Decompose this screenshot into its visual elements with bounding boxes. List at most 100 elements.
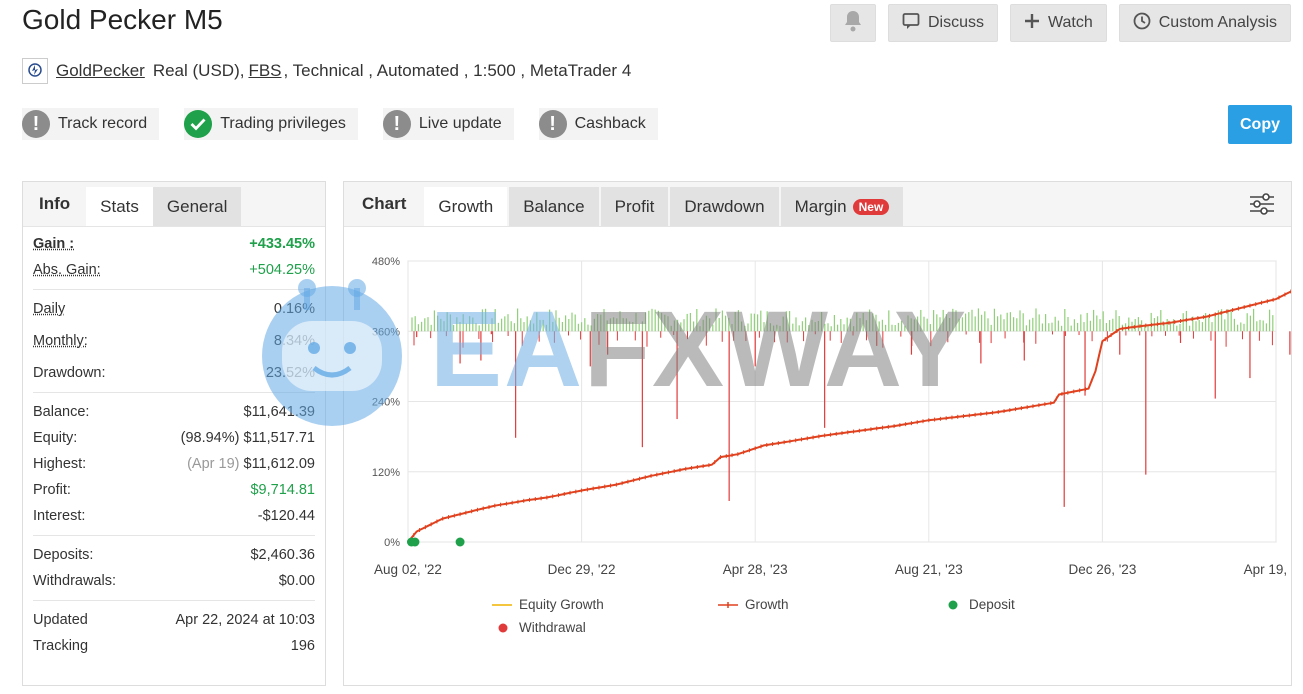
stat-highest: Highest: (Apr 19) $11,612.09 — [33, 451, 315, 477]
sliders-icon[interactable] — [1249, 192, 1275, 221]
legend-label: Deposit — [969, 597, 1015, 612]
broker-link[interactable]: FBS — [248, 61, 282, 80]
y-tick-label: 0% — [384, 537, 400, 549]
tab-stats[interactable]: Stats — [86, 187, 153, 226]
watch-button[interactable]: Watch — [1009, 4, 1107, 42]
stat-drawdown: Drawdown: 23.52% — [33, 360, 315, 386]
stat-label[interactable]: Monthly: — [33, 333, 88, 349]
copy-button[interactable]: Copy — [1228, 105, 1292, 144]
stat-value: +504.25% — [249, 262, 315, 278]
stat-value: 23.52% — [265, 365, 315, 381]
divider — [33, 392, 315, 393]
stat-value: 8.34% — [273, 333, 315, 349]
legend-label: Equity Growth — [519, 597, 604, 612]
custom-analysis-label: Custom Analysis — [1158, 14, 1277, 31]
custom-analysis-button[interactable]: Custom Analysis — [1118, 4, 1291, 42]
stat-abs-gain: Abs. Gain: +504.25% — [33, 257, 315, 283]
x-tick-label: Dec 29, '22 — [548, 562, 616, 577]
growth-line — [407, 290, 1291, 543]
bell-icon — [843, 10, 863, 37]
tab-drawdown[interactable]: Drawdown — [670, 187, 779, 226]
deposit-point — [410, 537, 420, 547]
x-tick-label: Apr 19, '24 — [1244, 562, 1291, 577]
stat-value: $9,714.81 — [250, 482, 315, 498]
badge-trading-privileges[interactable]: Trading privileges — [184, 108, 358, 140]
discuss-button[interactable]: Discuss — [887, 4, 998, 42]
tab-profit[interactable]: Profit — [600, 187, 669, 226]
stat-label: Updated — [33, 612, 88, 628]
stat-label: Highest: — [33, 456, 87, 472]
account-type: Real (USD), — [152, 61, 245, 80]
warning-icon: ! — [382, 110, 411, 138]
y-tick-label: 120% — [372, 467, 400, 479]
stat-label: Profit: — [33, 482, 71, 498]
stat-label: Interest: — [33, 508, 86, 524]
stat-equity: Equity: (98.94%) $11,517.71 — [33, 425, 315, 451]
stat-withdrawals: Withdrawals: $0.00 — [33, 568, 315, 594]
divider — [33, 535, 315, 536]
tab-margin[interactable]: Margin New — [780, 187, 904, 226]
stat-value: Apr 22, 2024 at 10:03 — [175, 612, 315, 628]
x-tick-label: Aug 21, '23 — [895, 562, 963, 577]
stat-label: Equity: — [33, 430, 78, 446]
chart-legend: Equity Growth Growth Deposit Withdrawal — [492, 597, 1015, 635]
tab-balance[interactable]: Balance — [509, 187, 599, 226]
stat-value: 196 — [290, 638, 315, 654]
legend-symbol — [498, 623, 508, 633]
stat-balance: Balance: $11,641.39 — [33, 399, 315, 425]
stat-updated: Updated Apr 22, 2024 at 10:03 — [33, 607, 315, 633]
badge-label: Track record — [58, 115, 148, 132]
x-tick-label: Apr 28, '23 — [723, 562, 788, 577]
badge-live-update[interactable]: ! Live update — [382, 108, 514, 140]
tab-general[interactable]: General — [152, 187, 242, 226]
check-icon — [184, 110, 213, 138]
warning-icon: ! — [22, 110, 50, 138]
stat-label: Deposits: — [33, 547, 94, 563]
stat-daily: Daily 0.16% — [33, 296, 315, 322]
stat-label: Drawdown: — [33, 365, 106, 381]
tab-info[interactable]: Info — [39, 194, 71, 213]
plus-icon — [1024, 13, 1040, 34]
stats-list: Gain : +433.45% Abs. Gain: +504.25% Dail… — [23, 231, 325, 659]
stat-label[interactable]: Abs. Gain: — [33, 262, 101, 278]
discuss-label: Discuss — [927, 14, 984, 31]
watch-label: Watch — [1047, 14, 1093, 31]
x-tick-label: Aug 02, '22 — [374, 562, 442, 577]
stat-label: Tracking — [33, 638, 89, 654]
tab-margin-label: Margin — [794, 196, 847, 216]
badge-cashback[interactable]: ! Cashback — [538, 108, 658, 140]
tab-chart[interactable]: Chart — [362, 194, 407, 213]
stat-value: -$120.44 — [257, 508, 315, 524]
notification-button[interactable] — [829, 4, 876, 42]
y-tick-label: 240% — [372, 397, 400, 409]
owner-link[interactable]: GoldPecker — [56, 61, 145, 80]
chart-tabs: Chart Growth Balance Profit Drawdown Mar… — [344, 182, 1291, 227]
stat-value: $11,517.71 — [243, 430, 316, 446]
badge-label: Cashback — [574, 115, 646, 132]
owner-logo-icon — [22, 58, 48, 84]
equity-percent: (98.94%) — [180, 430, 240, 446]
page-title: Gold Pecker M5 — [22, 4, 223, 35]
stat-label: Balance: — [33, 404, 90, 420]
stat-label[interactable]: Daily — [33, 301, 66, 317]
status-badges: ! Track record Trading privileges ! Live… — [22, 108, 658, 140]
deposit-point — [455, 537, 465, 547]
stat-value: 0.16% — [273, 301, 315, 317]
stat-value: $2,460.36 — [250, 547, 315, 563]
stat-profit: Profit: $9,714.81 — [33, 477, 315, 503]
chart-lines — [406, 289, 1291, 547]
divider — [33, 600, 315, 601]
stats-tabs: Info Stats General — [23, 182, 325, 227]
stats-panel: Info Stats General Gain : +433.45% Abs. … — [22, 181, 326, 686]
stat-tracking: Tracking 196 — [33, 633, 315, 659]
badge-label: Live update — [418, 115, 502, 132]
stat-label[interactable]: Gain : — [33, 236, 75, 252]
tab-growth[interactable]: Growth — [424, 187, 508, 226]
warning-icon: ! — [538, 110, 567, 138]
x-tick-label: Dec 26, '23 — [1068, 562, 1136, 577]
badge-track-record[interactable]: ! Track record — [22, 108, 160, 140]
stat-gain: Gain : +433.45% — [33, 231, 315, 257]
clock-icon — [1133, 12, 1151, 35]
system-subtitle: GoldPecker Real (USD), FBS , Technical ,… — [22, 58, 631, 84]
divider — [33, 289, 315, 290]
